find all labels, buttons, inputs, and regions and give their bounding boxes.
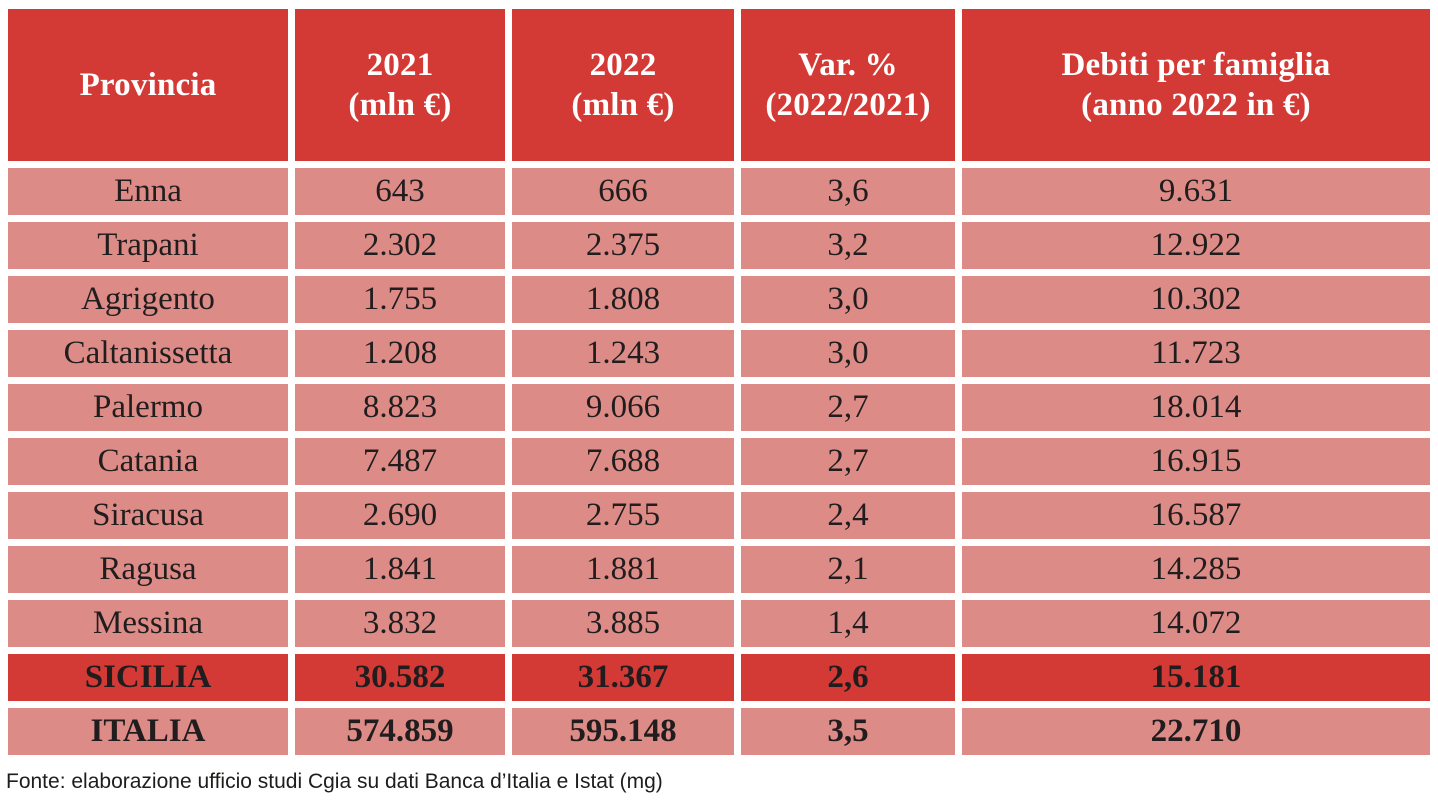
cell-2021: 2.690 bbox=[295, 492, 505, 539]
cell-var-pct: 2,7 bbox=[741, 438, 955, 485]
cell-2021: 1.208 bbox=[295, 330, 505, 377]
table-row-ragusa: Ragusa 1.841 1.881 2,1 14.285 bbox=[8, 546, 1430, 593]
table-row-messina: Messina 3.832 3.885 1,4 14.072 bbox=[8, 600, 1430, 647]
table-row-siracusa: Siracusa 2.690 2.755 2,4 16.587 bbox=[8, 492, 1430, 539]
cell-debiti: 14.285 bbox=[962, 546, 1430, 593]
cell-var-pct: 2,4 bbox=[741, 492, 955, 539]
table-row-caltanissetta: Caltanissetta 1.208 1.243 3,0 11.723 bbox=[8, 330, 1430, 377]
cell-var-pct: 3,0 bbox=[741, 276, 955, 323]
column-label: Provincia bbox=[79, 66, 217, 103]
column-label: 2022 bbox=[589, 46, 657, 83]
table-row-sicilia-total: SICILIA 30.582 31.367 2,6 15.181 bbox=[8, 654, 1430, 701]
column-header-2021: 2021 (mln €) bbox=[295, 9, 505, 161]
cell-2022: 9.066 bbox=[512, 384, 734, 431]
cell-2022: 3.885 bbox=[512, 600, 734, 647]
source-note: Fonte: elaborazione ufficio studi Cgia s… bbox=[6, 770, 663, 793]
column-sublabel: (mln €) bbox=[348, 87, 452, 123]
cell-2021: 643 bbox=[295, 168, 505, 215]
cell-debiti: 10.302 bbox=[962, 276, 1430, 323]
cell-var-pct: 3,5 bbox=[741, 708, 955, 755]
cell-2021: 1.841 bbox=[295, 546, 505, 593]
header-row: Provincia 2021 (mln €) 2022 (mln €) Var.… bbox=[8, 9, 1430, 161]
cell-provincia: ITALIA bbox=[8, 708, 288, 755]
column-label: 2021 bbox=[366, 46, 434, 83]
column-sublabel: (anno 2022 in €) bbox=[1081, 87, 1311, 123]
cell-var-pct: 2,7 bbox=[741, 384, 955, 431]
cell-2022: 2.755 bbox=[512, 492, 734, 539]
cell-provincia: Messina bbox=[8, 600, 288, 647]
cell-provincia: Siracusa bbox=[8, 492, 288, 539]
cell-provincia: SICILIA bbox=[8, 654, 288, 701]
column-header-provincia: Provincia bbox=[8, 9, 288, 161]
cell-debiti: 11.723 bbox=[962, 330, 1430, 377]
column-label: Debiti per famiglia bbox=[1061, 46, 1331, 83]
cell-2021: 2.302 bbox=[295, 222, 505, 269]
cell-2021: 3.832 bbox=[295, 600, 505, 647]
cell-2021: 7.487 bbox=[295, 438, 505, 485]
table-row-enna: Enna 643 666 3,6 9.631 bbox=[8, 168, 1430, 215]
cell-provincia: Enna bbox=[8, 168, 288, 215]
table-row-italia-total: ITALIA 574.859 595.148 3,5 22.710 bbox=[8, 708, 1430, 755]
cell-2022: 1.243 bbox=[512, 330, 734, 377]
cell-provincia: Ragusa bbox=[8, 546, 288, 593]
cell-2022: 2.375 bbox=[512, 222, 734, 269]
cell-provincia: Catania bbox=[8, 438, 288, 485]
cell-var-pct: 3,0 bbox=[741, 330, 955, 377]
table-row-agrigento: Agrigento 1.755 1.808 3,0 10.302 bbox=[8, 276, 1430, 323]
cell-provincia: Agrigento bbox=[8, 276, 288, 323]
cell-var-pct: 2,6 bbox=[741, 654, 955, 701]
column-header-2022: 2022 (mln €) bbox=[512, 9, 734, 161]
cell-2022: 7.688 bbox=[512, 438, 734, 485]
table-row-palermo: Palermo 8.823 9.066 2,7 18.014 bbox=[8, 384, 1430, 431]
column-sublabel: (2022/2021) bbox=[765, 87, 931, 123]
column-header-debiti: Debiti per famiglia (anno 2022 in €) bbox=[962, 9, 1430, 161]
cell-2022: 666 bbox=[512, 168, 734, 215]
cell-2021: 574.859 bbox=[295, 708, 505, 755]
cell-var-pct: 2,1 bbox=[741, 546, 955, 593]
cell-2021: 30.582 bbox=[295, 654, 505, 701]
cell-var-pct: 1,4 bbox=[741, 600, 955, 647]
cell-debiti: 15.181 bbox=[962, 654, 1430, 701]
cell-2021: 8.823 bbox=[295, 384, 505, 431]
cell-var-pct: 3,6 bbox=[741, 168, 955, 215]
cell-debiti: 22.710 bbox=[962, 708, 1430, 755]
cell-2022: 595.148 bbox=[512, 708, 734, 755]
cell-provincia: Trapani bbox=[8, 222, 288, 269]
column-header-var-pct: Var. % (2022/2021) bbox=[741, 9, 955, 161]
cell-debiti: 16.915 bbox=[962, 438, 1430, 485]
cell-var-pct: 3,2 bbox=[741, 222, 955, 269]
cell-provincia: Palermo bbox=[8, 384, 288, 431]
cell-2021: 1.755 bbox=[295, 276, 505, 323]
column-sublabel: (mln €) bbox=[571, 87, 675, 123]
cell-debiti: 16.587 bbox=[962, 492, 1430, 539]
cell-debiti: 9.631 bbox=[962, 168, 1430, 215]
cell-debiti: 18.014 bbox=[962, 384, 1430, 431]
table-row-catania: Catania 7.487 7.688 2,7 16.915 bbox=[8, 438, 1430, 485]
cell-2022: 31.367 bbox=[512, 654, 734, 701]
cell-2022: 1.881 bbox=[512, 546, 734, 593]
column-label: Var. % bbox=[798, 46, 898, 83]
cell-debiti: 14.072 bbox=[962, 600, 1430, 647]
cell-provincia: Caltanissetta bbox=[8, 330, 288, 377]
debt-table: Provincia 2021 (mln €) 2022 (mln €) Var.… bbox=[1, 2, 1437, 762]
cell-debiti: 12.922 bbox=[962, 222, 1430, 269]
table-row-trapani: Trapani 2.302 2.375 3,2 12.922 bbox=[8, 222, 1430, 269]
cell-2022: 1.808 bbox=[512, 276, 734, 323]
